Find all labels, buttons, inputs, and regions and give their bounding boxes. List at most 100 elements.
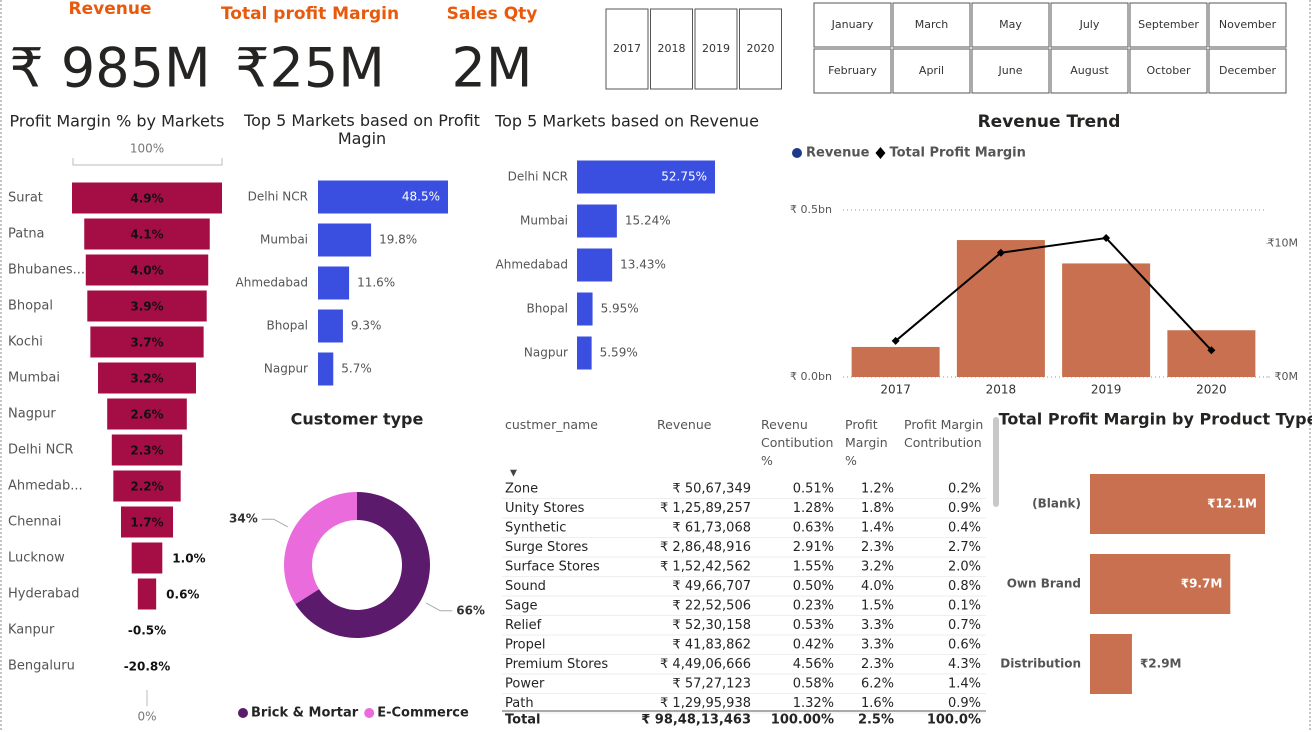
chart-title: Total Profit Margin by Product Type [999,410,1312,429]
bar [1090,554,1231,614]
kpi-label: Revenue [69,0,152,19]
table-row[interactable] [502,557,986,577]
value-label: 34% [229,512,258,526]
category-label: Mumbai [520,214,568,228]
value-label: 5.59% [600,346,638,360]
month-label: April [919,64,944,77]
table-row[interactable] [502,596,986,616]
funnel-bar [131,542,163,574]
table-cell: 4.56% [793,657,834,672]
table-row[interactable] [502,635,986,655]
table-header: Profit Margin % [845,417,888,468]
kpi-label: Total profit Margin [221,4,399,24]
table-cell: ₹ 1,29,95,938 [660,696,751,711]
funnel-bar [137,578,157,610]
table-cell: Power [505,677,545,692]
month-button[interactable] [1129,2,1208,48]
value-label: 66% [456,603,485,617]
table-cell: ₹ 22,52,506 [672,599,751,614]
legend-label[interactable]: Total Profit Margin [889,146,1025,161]
month-button[interactable] [1129,48,1208,94]
funnel-bar [107,398,187,430]
month-button[interactable] [892,2,971,48]
category-label: Mumbai [8,371,60,386]
table-row[interactable] [502,538,986,557]
legend-label[interactable]: E-Commerce [377,706,469,721]
table-row[interactable] [502,499,986,518]
bar [1090,474,1265,534]
table-cell: 0.9% [948,501,981,516]
kpi-label: Sales Qty [447,4,538,24]
year-button[interactable] [605,8,649,90]
table-cell: ₹ 49,66,707 [672,579,751,594]
month-label: February [828,64,877,77]
category-label: Delhi NCR [8,443,73,458]
x-tick-label: 2018 [986,383,1017,397]
table-cell: 1.8% [861,501,894,516]
axis-label: 0% [137,710,156,724]
value-label: 19.8% [379,233,417,247]
value-label: 1.7% [130,516,163,530]
sort-arrow[interactable]: ▼ [510,469,517,479]
legend-label[interactable]: Brick & Mortar [251,706,359,721]
bar [318,266,350,300]
year-button[interactable] [694,8,738,90]
table-cell: 0.42% [793,638,834,653]
bar [1062,263,1151,377]
month-button[interactable] [1050,2,1129,48]
leader-line [261,518,289,528]
table-cell: ₹ 41,83,862 [672,638,751,653]
funnel-bar [120,506,174,538]
scrollbar[interactable] [993,417,999,507]
legend-marker [238,708,248,718]
month-button[interactable] [971,2,1050,48]
y2-tick-label: ₹10M [1268,236,1299,249]
month-button[interactable] [1208,2,1287,48]
funnel-bar [87,290,207,322]
month-button[interactable] [971,48,1050,94]
table-cell: 0.51% [793,482,834,497]
x-tick-label: 2020 [1196,383,1227,397]
table-cell: 0.63% [793,521,834,536]
table-row[interactable] [502,577,986,596]
month-button[interactable] [813,48,892,94]
table-row[interactable] [502,694,986,713]
table-cell: 2.0% [948,560,981,575]
month-button[interactable] [892,48,971,94]
value-label: 9.3% [351,319,382,333]
table-row[interactable] [502,655,986,674]
table-header: Profit Margin Contribution [904,417,984,450]
table-cell: 0.50% [793,579,834,594]
table-cell: ₹ 1,52,42,562 [660,560,751,575]
month-button[interactable] [813,2,892,48]
chart-title: Revenue Trend [978,112,1121,132]
funnel-bar [90,326,204,358]
table-row[interactable] [502,616,986,635]
year-button[interactable] [650,8,693,90]
table-row[interactable] [502,518,986,538]
legend-marker [364,708,375,718]
month-label: August [1070,64,1109,77]
bar [318,352,334,386]
year-button[interactable] [739,8,782,90]
table-cell: Surge Stores [505,540,588,555]
table-cell: Relief [505,618,542,633]
legend-label[interactable]: Revenue [806,146,870,161]
value-label: 3.9% [130,300,163,314]
table-cell: Path [505,696,534,711]
month-button[interactable] [1208,48,1287,94]
table-total: ₹ 98,48,13,463 [641,713,751,728]
year-label: 2020 [747,42,775,55]
category-label: Delhi NCR [508,170,568,184]
chart-title: Top 5 Markets based on Revenue [494,112,759,131]
year-label: 2018 [658,42,686,55]
table-row[interactable] [502,479,986,499]
kpi-value: 2M [452,37,533,100]
table-header: Revenu Contibution % [761,417,834,468]
month-button[interactable] [1050,48,1129,94]
category-label: Nagpur [8,407,56,422]
table-row[interactable] [502,674,986,694]
month-label: October [1146,64,1190,77]
table-cell: ₹ 1,25,89,257 [660,501,751,516]
table-cell: 3.2% [861,560,894,575]
